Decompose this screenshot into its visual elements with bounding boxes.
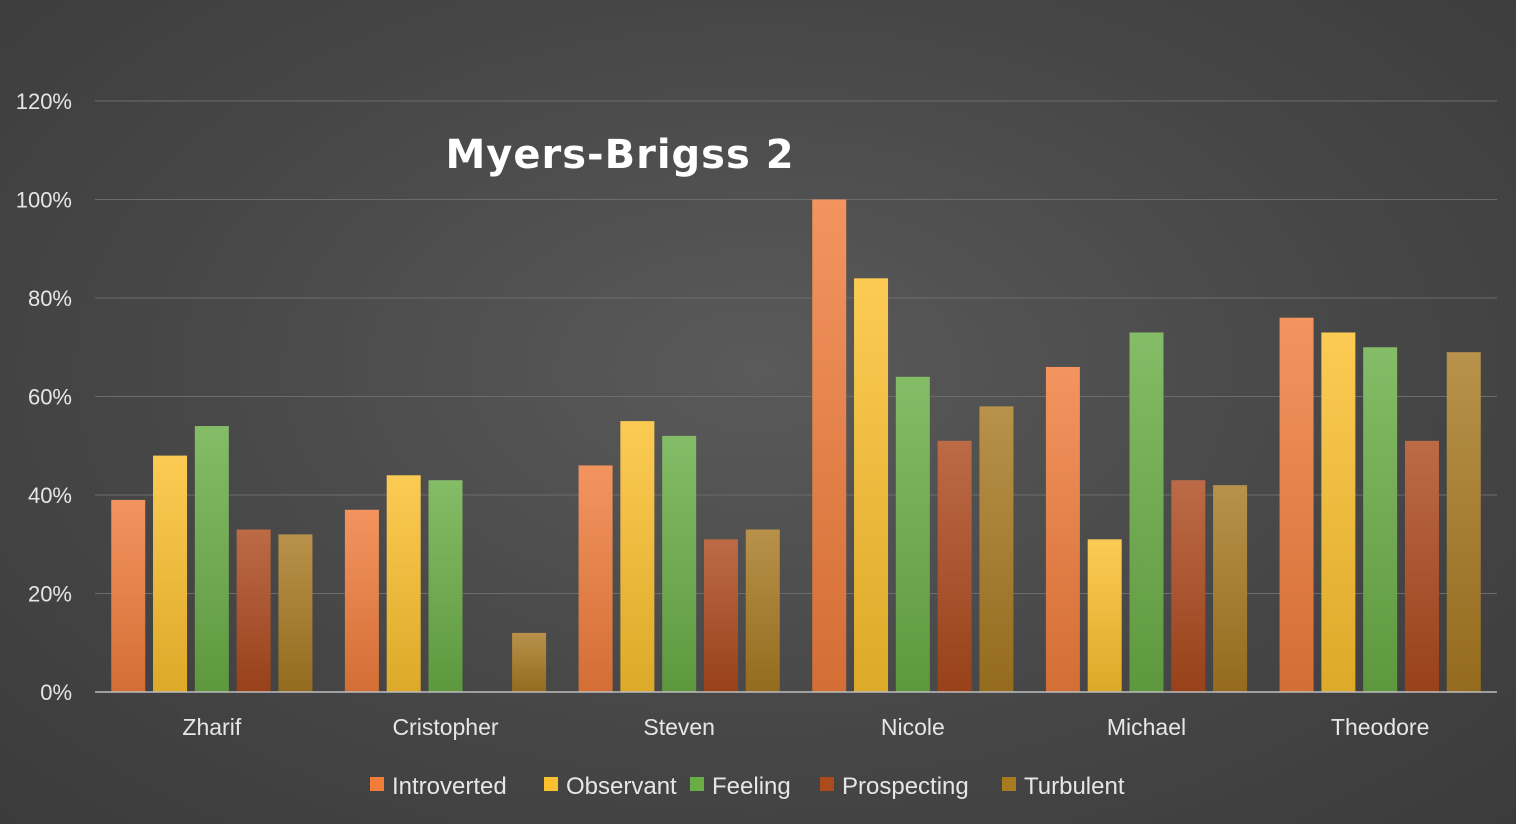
bar-turbulent-theodore [1446,352,1481,692]
bar-turbulent-cristopher [512,632,547,692]
y-tick-label: 40% [28,483,72,508]
bar-introverted-theodore [1279,317,1314,692]
bar-turbulent-steven [745,529,780,692]
bar-turbulent-zharif [278,534,313,692]
bar-feeling-michael [1129,332,1164,692]
bar-prospecting-steven [703,539,738,692]
bar-prospecting-michael [1171,480,1206,692]
x-category-label: Cristopher [392,714,498,740]
bar-observant-zharif [153,455,188,692]
x-category-label: Zharif [182,714,241,740]
x-category-label: Steven [643,714,715,740]
x-axis-categories: Zharif Cristopher Steven Nicole Michael Theod… [182,714,1429,740]
y-tick-label: 120% [16,89,72,114]
bar-turbulent-nicole [979,406,1014,692]
y-tick-label: 80% [28,286,72,311]
x-category-label: Nicole [881,714,945,740]
legend-label-prospecting: Prospecting [842,773,969,800]
bars [111,199,1481,692]
legend-label-observant: Observant [566,773,677,800]
legend: Introverted Observant Feeling Prospecting Tu… [370,773,1125,800]
bar-introverted-cristopher [344,509,379,692]
bar-prospecting-zharif [236,529,271,692]
bar-introverted-nicole [812,199,847,692]
legend-swatch-observant [544,777,558,791]
gridlines [95,100,1497,594]
chart-title: Myers-Brigss 2 [445,132,794,178]
y-tick-label: 100% [16,188,72,213]
bar-feeling-cristopher [428,480,463,692]
bar-prospecting-nicole [937,440,972,692]
bar-feeling-zharif [194,426,229,692]
legend-label-turbulent: Turbulent [1024,773,1125,800]
bar-introverted-michael [1045,366,1080,692]
legend-swatch-feeling [690,777,704,791]
bar-feeling-theodore [1363,347,1398,692]
x-category-label: Michael [1107,714,1186,740]
legend-swatch-introverted [370,777,384,791]
bar-feeling-nicole [895,376,930,692]
legend-swatch-turbulent [1002,777,1016,791]
legend-label-feeling: Feeling [712,773,791,800]
bar-turbulent-michael [1213,485,1248,692]
bar-prospecting-theodore [1404,440,1439,692]
bar-observant-cristopher [386,475,421,692]
x-category-label: Theodore [1331,714,1429,740]
bar-observant-nicole [854,278,889,692]
y-tick-label: 0% [40,680,72,705]
bar-observant-michael [1087,539,1122,692]
bar-introverted-zharif [111,499,146,692]
legend-label-introverted: Introverted [392,773,507,800]
bar-introverted-steven [578,465,613,692]
bar-observant-theodore [1321,332,1356,692]
y-tick-label: 20% [28,582,72,607]
legend-swatch-prospecting [820,777,834,791]
bar-feeling-steven [662,435,697,692]
bar-observant-steven [620,421,655,692]
y-tick-label: 60% [28,385,72,410]
y-axis-ticks: 0% 20% 40% 60% 80% 100% 120% [16,89,72,705]
